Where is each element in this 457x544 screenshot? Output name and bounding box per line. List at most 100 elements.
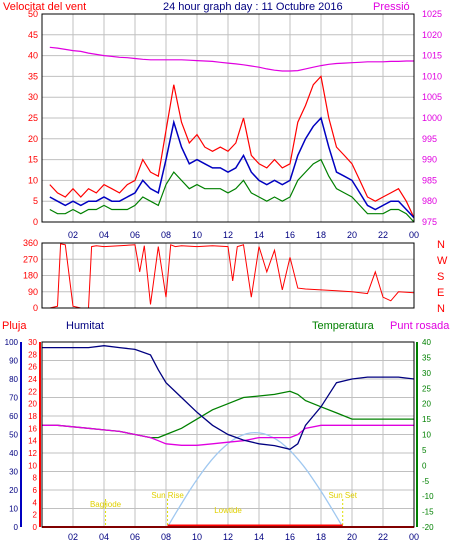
rain-y-tick-label: 10: [28, 461, 37, 470]
pressure-y-tick-label: 975: [422, 217, 437, 227]
temperature-y-tick-label: 35: [422, 353, 431, 362]
series-gust-line: [49, 75, 415, 219]
direction-y-tick-label: 360: [23, 238, 38, 248]
series-dewpoint-line: [42, 424, 414, 446]
wind-y-tick-label: 40: [28, 51, 38, 61]
wind-x-tick-label: 02: [68, 230, 78, 240]
rain-y-tick-label: 0: [33, 523, 38, 532]
dewpoint-label: Punt rosada: [390, 320, 450, 332]
rain-y-tick-label: 22: [28, 387, 37, 396]
sunset-label: Sun Set: [328, 491, 357, 500]
climate-x-tick-label: 08: [161, 532, 171, 542]
wind-y-tick-label: 0: [33, 217, 38, 227]
pressure-y-tick-label: 1005: [422, 92, 442, 102]
series-humidity-line: [42, 345, 415, 451]
wind-x-tick-label: 06: [130, 230, 140, 240]
pressure-y-tick-label: 1020: [422, 30, 442, 40]
wind-y-tick-label: 50: [28, 9, 38, 19]
climate-x-tick-label: 00: [409, 532, 419, 542]
direction-letters: N W S E N: [437, 239, 448, 315]
climate-x-tick-label: 20: [347, 532, 357, 542]
climate-x-tick-label: 02: [68, 532, 78, 542]
climate-x-tick-label: 18: [316, 532, 326, 542]
rain-y-tick-label: 8: [33, 474, 38, 483]
humidity-y-tick-label: 60: [9, 412, 18, 421]
wind-x-tick-label: 12: [223, 230, 233, 240]
temperature-label: Temperatura: [312, 320, 375, 332]
temp-humidity-panel: 0102030405060708090100024681012141618202…: [5, 338, 434, 542]
sunrise-label: Sun Rise: [151, 491, 184, 500]
pressure-y-tick-label: 995: [422, 134, 437, 144]
climate-x-tick-label: 06: [130, 532, 140, 542]
direction-letter-s: S: [437, 271, 444, 283]
rain-y-tick-label: 16: [28, 424, 37, 433]
wind-x-tick-label: 00: [409, 230, 419, 240]
humidity-y-tick-label: 30: [9, 468, 18, 477]
climate-x-tick-label: 04: [99, 532, 109, 542]
temperature-y-tick-label: -20: [422, 523, 434, 532]
rain-y-tick-label: 28: [28, 350, 37, 359]
wind-direction-panel: 0 90 180 270 360: [23, 238, 415, 313]
direction-letter-n-bottom: N: [437, 303, 445, 315]
series-low-line: [49, 158, 415, 223]
pressure-y-tick-label: 1015: [422, 51, 442, 61]
humidity-y-tick-label: 40: [9, 449, 18, 458]
wind-x-tick-label: 04: [99, 230, 109, 240]
wind-speed-label: Velocitat del vent: [3, 1, 86, 13]
temperature-y-tick-label: -10: [422, 492, 434, 501]
humidity-y-tick-label: 0: [14, 523, 19, 532]
climate-x-tick-label: 16: [285, 532, 295, 542]
rain-y-tick-label: 6: [33, 486, 38, 495]
temperature-y-tick-label: -15: [422, 508, 434, 517]
wind-y-tick-label: 20: [28, 134, 38, 144]
direction-y-tick-label: 90: [28, 287, 38, 297]
climate-x-tick-label: 12: [223, 532, 233, 542]
wind-frame: [41, 13, 415, 223]
climate-x-tick-label: 22: [378, 532, 388, 542]
rain-y-tick-label: 18: [28, 412, 37, 421]
temperature-y-tick-label: 25: [422, 384, 431, 393]
temperature-y-tick-label: 10: [422, 431, 431, 440]
humidity-y-tick-label: 10: [9, 505, 18, 514]
humidity-y-tick-label: 100: [5, 338, 19, 347]
wind-pressure-panel: 0510152025303540455097598098599099510001…: [28, 9, 442, 240]
rain-y-tick-label: 12: [28, 449, 37, 458]
temperature-y-tick-label: 30: [422, 369, 431, 378]
direction-letter-w: W: [437, 255, 448, 267]
temperature-y-tick-label: 15: [422, 415, 431, 424]
direction-y-tick-label: 270: [23, 254, 38, 264]
wind-y-tick-label: 15: [28, 155, 38, 165]
rain-y-tick-label: 24: [28, 375, 37, 384]
series-direction-line: [49, 243, 415, 309]
pressure-y-tick-label: 990: [422, 155, 437, 165]
twilight-label: Bagliode: [90, 500, 122, 509]
rain-label: Pluja: [2, 320, 27, 332]
wind-x-tick-label: 14: [254, 230, 264, 240]
rain-y-tick-label: 26: [28, 363, 37, 372]
series-solar-line: [166, 431, 344, 528]
climate-x-tick-label: 10: [192, 532, 202, 542]
climate-frame: [41, 341, 415, 528]
pressure-label: Pressió: [373, 1, 410, 13]
humidity-y-tick-label: 70: [9, 394, 18, 403]
humidity-y-tick-label: 50: [9, 431, 18, 440]
temperature-y-tick-label: 5: [422, 446, 427, 455]
wind-y-tick-label: 35: [28, 71, 38, 81]
direction-frame: [41, 242, 415, 309]
series-pressure-line: [49, 46, 414, 72]
humidity-y-tick-label: 80: [9, 375, 18, 384]
temperature-y-tick-label: 20: [422, 400, 431, 409]
rain-y-tick-label: 14: [28, 437, 37, 446]
pressure-y-tick-label: 1010: [422, 71, 442, 81]
wind-y-tick-label: 30: [28, 92, 38, 102]
temperature-y-tick-label: 0: [422, 461, 427, 470]
rain-y-tick-label: 2: [33, 511, 38, 520]
wind-x-tick-label: 16: [285, 230, 295, 240]
temperature-y-tick-label: -5: [422, 477, 430, 486]
pressure-y-tick-label: 980: [422, 196, 437, 206]
wind-y-tick-label: 10: [28, 175, 38, 185]
graph-title: 24 hour graph day : 11 Octubre 2016: [163, 1, 343, 13]
pressure-y-tick-label: 1000: [422, 113, 442, 123]
wind-y-tick-label: 45: [28, 30, 38, 40]
